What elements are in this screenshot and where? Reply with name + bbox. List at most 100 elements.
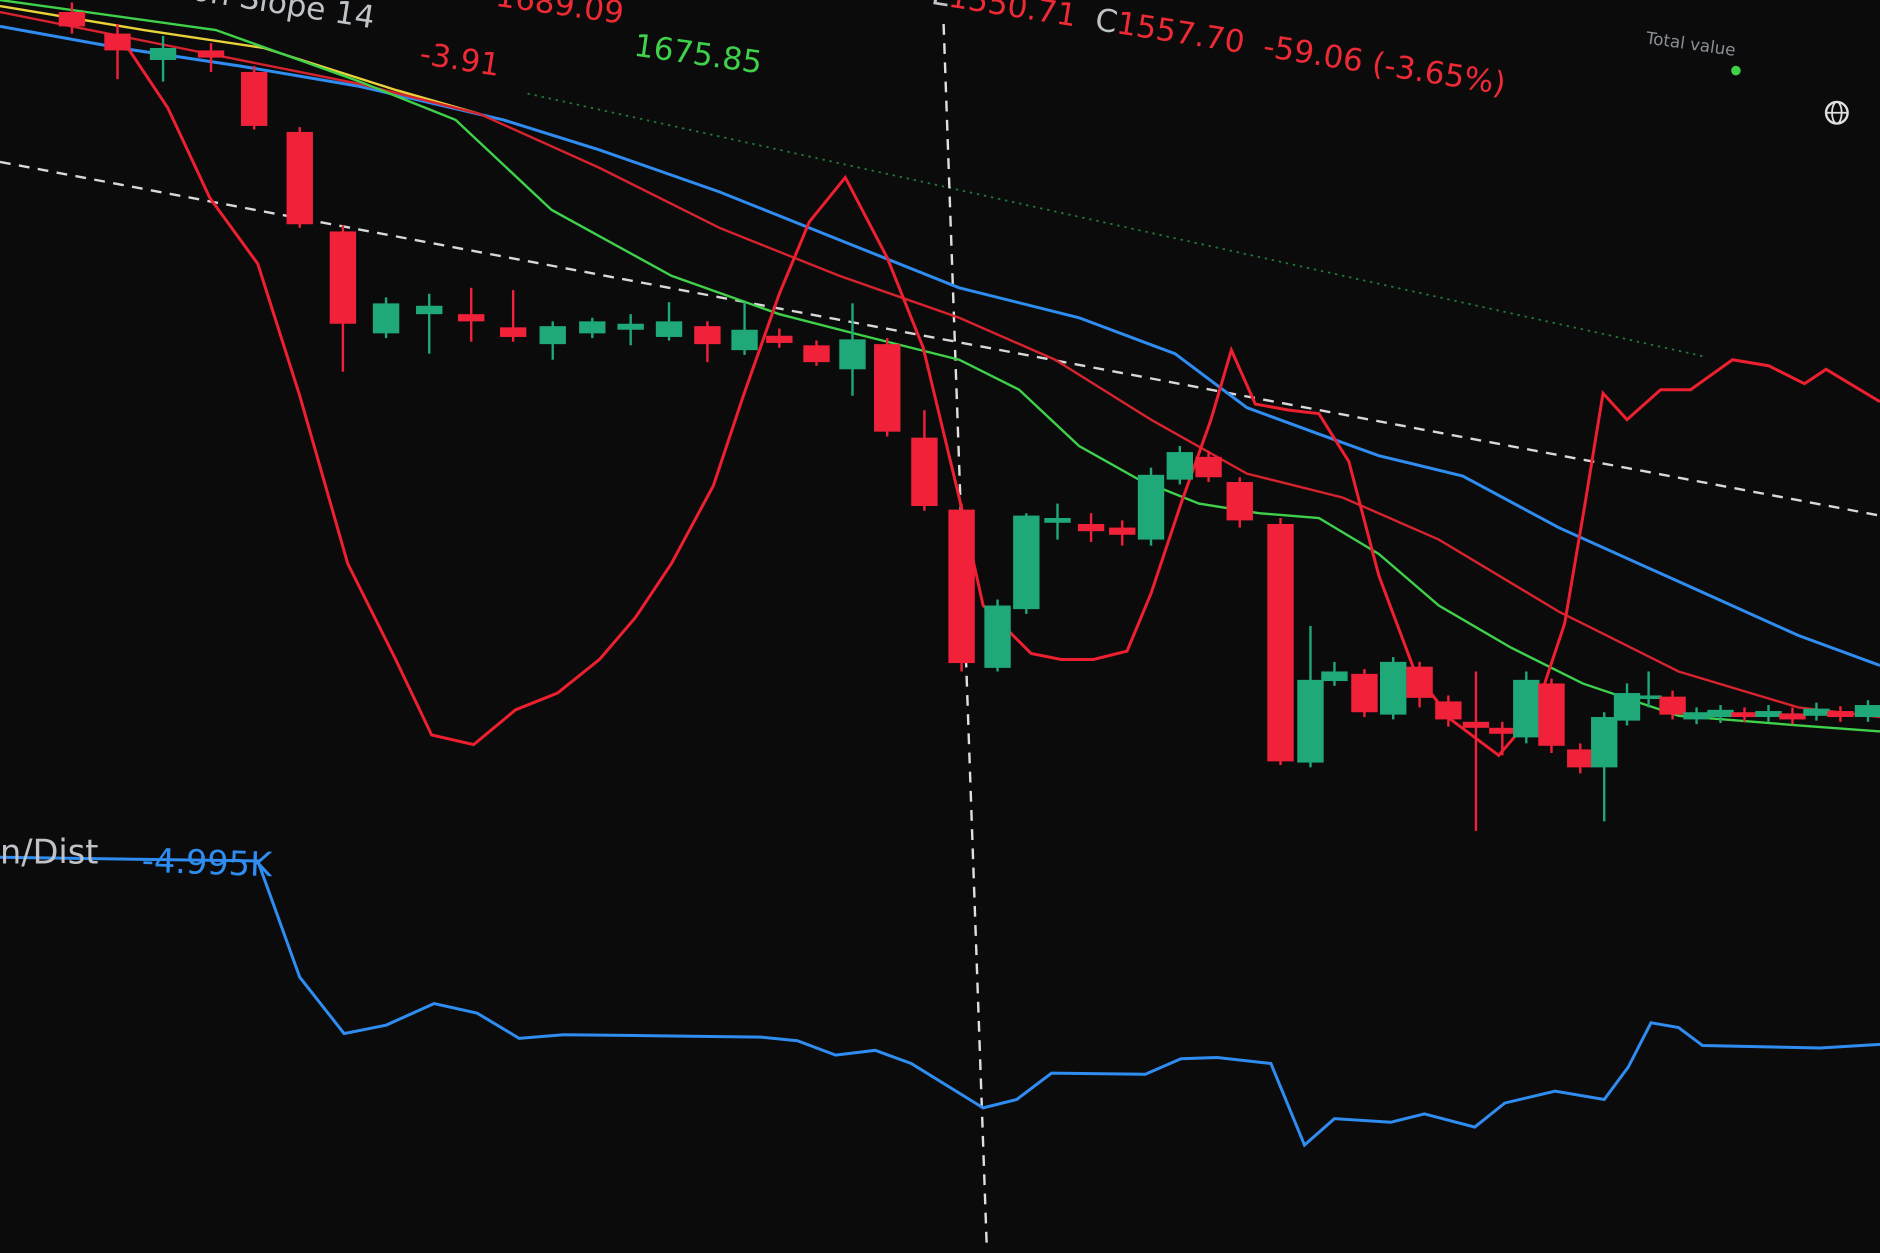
ma-red (0, 10, 1880, 719)
candle-body (1854, 705, 1880, 718)
candle-body (499, 327, 527, 337)
candle-body (1267, 523, 1294, 762)
candle-body (1297, 679, 1324, 763)
candle-body (197, 50, 225, 58)
lower-value: -4.995K (141, 841, 273, 885)
candle (1297, 625, 1324, 768)
candle-body (1077, 523, 1105, 532)
candle (1109, 520, 1136, 546)
candle-body (1803, 708, 1830, 716)
candle (1489, 721, 1516, 756)
candle (694, 321, 721, 363)
candle (731, 302, 758, 355)
candle-body (1779, 713, 1806, 720)
candle (1635, 671, 1662, 708)
candles (58, 2, 1880, 831)
candle-body (1321, 671, 1348, 682)
candle (1195, 450, 1222, 483)
candle-body (1635, 695, 1662, 700)
candle-body (1406, 666, 1433, 698)
candle-body (655, 321, 683, 337)
candle-body (1591, 717, 1618, 768)
candle-body (803, 345, 830, 363)
candle (839, 303, 866, 396)
candle (1321, 661, 1348, 686)
candle (372, 297, 400, 339)
candle (803, 340, 830, 366)
candle-body (1226, 482, 1253, 521)
candle-body (948, 509, 975, 664)
candle (458, 287, 485, 342)
candle-body (329, 231, 357, 324)
globe-icon[interactable] (1824, 100, 1849, 125)
status-dot (1731, 65, 1741, 76)
candle-body (539, 326, 566, 345)
candle (874, 338, 901, 437)
candle (1044, 503, 1071, 540)
candle-body (839, 339, 866, 370)
candle (911, 410, 938, 511)
candle (1513, 671, 1540, 744)
candle-body (579, 321, 606, 334)
candle-body (1013, 515, 1040, 610)
trend-dashed (0, 160, 1880, 517)
candle (197, 43, 225, 72)
candle (1137, 467, 1165, 546)
candle (329, 225, 357, 372)
lower-indicator-line (0, 855, 1880, 1148)
candle-body (240, 71, 268, 126)
candle-body (1567, 749, 1594, 768)
candle (1013, 513, 1040, 614)
candle (499, 290, 527, 342)
candle (1827, 706, 1854, 722)
candle (416, 293, 443, 354)
candle-body (694, 326, 721, 345)
candle-body (1489, 727, 1516, 734)
candle (984, 599, 1011, 672)
oscillator-line (118, 35, 1880, 758)
candle-body (1435, 701, 1462, 720)
candle (1803, 702, 1830, 721)
candle (1435, 695, 1462, 727)
candle-body (766, 335, 793, 343)
candle (766, 328, 793, 348)
candle-body (1380, 661, 1407, 715)
candle-body (1755, 711, 1782, 718)
candle (1683, 707, 1710, 725)
candle-body (911, 437, 938, 507)
candle-body (286, 131, 313, 225)
candle (1226, 477, 1253, 528)
candle (1267, 517, 1294, 765)
candle-body (1827, 711, 1854, 718)
candle (1731, 707, 1758, 722)
candle-body (149, 47, 177, 60)
candle-body (1195, 456, 1222, 478)
candle (655, 302, 683, 341)
candle-body (1538, 683, 1565, 746)
candle-body (1731, 712, 1758, 718)
low-label: L (929, 0, 952, 14)
candle-body (58, 12, 86, 27)
candle-body (372, 303, 400, 334)
candle-body (874, 344, 901, 432)
candle-body (1351, 673, 1378, 713)
candle (286, 127, 313, 228)
candle (539, 321, 566, 360)
candle (1406, 661, 1433, 708)
candle (1077, 513, 1105, 542)
candle-body (1513, 679, 1540, 738)
candle (58, 2, 86, 34)
ma-blue (0, 24, 1880, 667)
candle-body (1166, 452, 1193, 480)
candle (1854, 700, 1880, 722)
candle-body (1109, 527, 1136, 535)
candle-body (1707, 709, 1734, 718)
ma-green (0, 0, 1880, 733)
candle-body (1462, 721, 1490, 728)
candle-body (1659, 696, 1686, 715)
candle (1462, 671, 1490, 831)
